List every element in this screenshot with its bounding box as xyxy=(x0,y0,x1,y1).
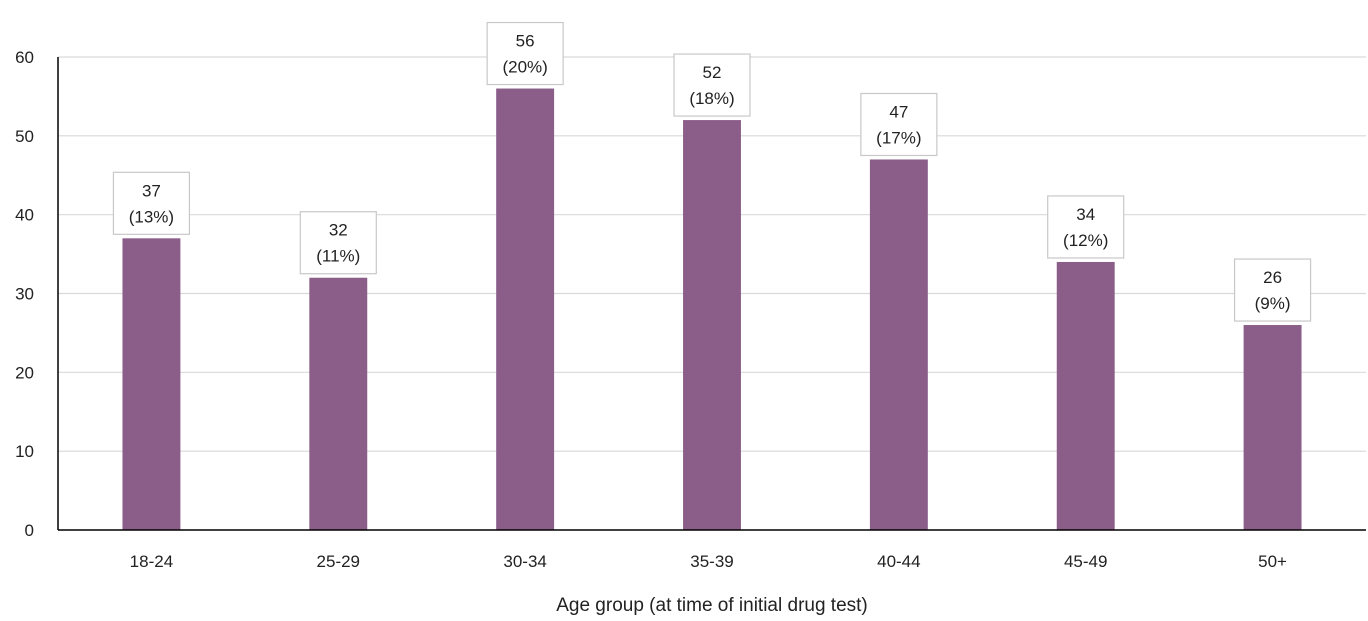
data-label-percent: (11%) xyxy=(316,247,360,266)
bar-30-34 xyxy=(496,88,555,531)
x-tick-label: 40-44 xyxy=(877,552,920,571)
data-label-value: 32 xyxy=(329,221,348,240)
bar-40-44 xyxy=(869,159,928,530)
y-axis-ticks: 0 10 20 30 40 50 60 xyxy=(15,48,34,540)
x-tick-label: 30-34 xyxy=(503,552,546,571)
data-label-percent: (13%) xyxy=(129,207,174,226)
bars xyxy=(122,88,1302,531)
bar-50+ xyxy=(1243,325,1302,530)
data-label-box xyxy=(1233,258,1312,322)
y-tick-label: 30 xyxy=(15,285,34,304)
data-label-box xyxy=(673,53,751,117)
data-label: 26 (9%) xyxy=(1233,258,1312,322)
x-tick-label: 50+ xyxy=(1258,552,1287,571)
x-tick-label: 45-49 xyxy=(1064,552,1107,571)
data-label: 52 (18%) xyxy=(673,53,751,117)
data-label-box xyxy=(860,92,938,157)
data-label-value: 47 xyxy=(889,102,908,121)
data-label-value: 52 xyxy=(703,63,722,82)
data-label: 37 (13%) xyxy=(112,171,191,235)
x-tick-label: 18-24 xyxy=(130,552,173,571)
data-label-value: 37 xyxy=(142,181,161,200)
y-tick-label: 40 xyxy=(15,206,34,225)
data-label: 32 (11%) xyxy=(299,211,377,275)
data-label-box xyxy=(299,211,377,275)
data-label-box xyxy=(112,171,191,235)
y-tick-label: 20 xyxy=(15,363,34,382)
x-tick-label: 35-39 xyxy=(690,552,733,571)
y-tick-label: 60 xyxy=(15,48,34,67)
x-tick-label: 25-29 xyxy=(317,552,360,571)
data-label-value: 56 xyxy=(516,32,535,51)
data-label-value: 34 xyxy=(1076,205,1095,224)
data-label: 34 (12%) xyxy=(1047,195,1125,259)
bar-25-29 xyxy=(309,277,368,530)
x-axis-ticks: 18-24 25-29 30-34 35-39 40-44 45-49 50+ xyxy=(130,552,1287,571)
x-axis-title: Age group (at time of initial drug test) xyxy=(556,595,868,616)
data-label-percent: (17%) xyxy=(876,128,921,147)
bar-35-39 xyxy=(683,120,741,531)
data-label-percent: (12%) xyxy=(1063,231,1108,250)
data-labels: 37 (13%) 32 (11%) 56 (20%) 52 (18%) 47 (17%) 34 (12… xyxy=(112,21,1312,322)
data-label-value: 26 xyxy=(1263,268,1282,287)
data-label: 47 (17%) xyxy=(860,92,938,157)
data-label-percent: (20%) xyxy=(502,58,547,77)
y-tick-label: 0 xyxy=(25,521,34,540)
bar-45-49 xyxy=(1056,261,1115,530)
data-label: 56 (20%) xyxy=(486,21,564,86)
data-label-percent: (18%) xyxy=(689,89,734,108)
y-tick-label: 10 xyxy=(15,442,34,461)
data-label-percent: (9%) xyxy=(1255,294,1291,313)
bar-18-24 xyxy=(122,238,181,531)
data-label-box xyxy=(486,21,564,86)
data-label-box xyxy=(1047,195,1125,259)
y-tick-label: 50 xyxy=(15,127,34,146)
